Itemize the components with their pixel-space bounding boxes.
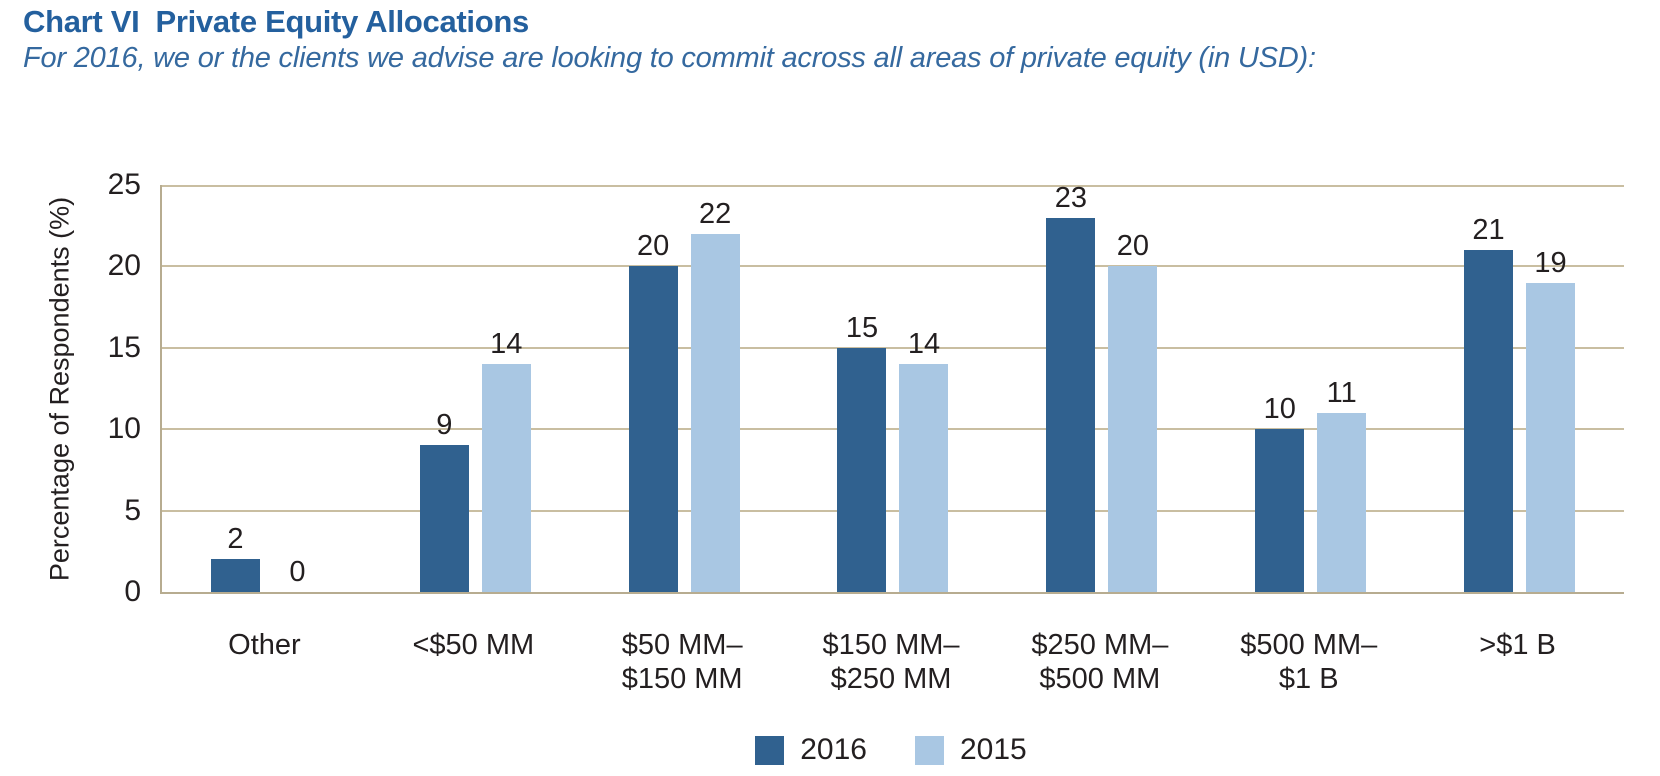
bar-value-label-2015: 14 <box>907 328 941 361</box>
bar-2016 <box>1255 429 1305 592</box>
x-axis-label-3: $50 MM– $150 MM <box>578 628 787 696</box>
bar-column-2015: 0 <box>273 557 322 592</box>
gridline-25 <box>162 185 1624 187</box>
bar-column-2015: 14 <box>481 328 531 592</box>
x-axis-label-7: >$1 B <box>1413 628 1622 696</box>
x-axis-label-line: $500 MM <box>1039 663 1161 695</box>
bar-value-label-2015: 14 <box>490 328 523 361</box>
y-tick-label-20: 20 <box>107 249 141 283</box>
x-axis-label-line: >$1 B <box>1479 629 1556 661</box>
y-tick-label-5: 5 <box>124 493 141 527</box>
y-tick-labels: 0 5 10 15 20 25 <box>0 170 141 607</box>
x-axis-label-1: Other <box>160 628 369 696</box>
bar-column-2016: 23 <box>1046 181 1096 592</box>
x-axis-label-line: <$50 MM <box>412 629 535 661</box>
bar-value-label-2016: 10 <box>1263 393 1296 426</box>
x-axis-label-line: $250 MM <box>830 663 952 695</box>
bar-2016 <box>628 266 678 592</box>
gridline-5 <box>162 509 1624 512</box>
bar-column-2015: 11 <box>1317 376 1367 592</box>
y-tick-label-25: 25 <box>107 168 141 201</box>
bar-2016 <box>1046 217 1096 592</box>
bar-value-label-2015: 19 <box>1534 246 1567 279</box>
bar-column-2016: 2 <box>210 523 260 592</box>
bar-2016 <box>837 347 887 592</box>
x-axis-label-6: $500 MM– $1 B <box>1204 628 1413 696</box>
bar-group-2: 9 14 <box>371 185 580 592</box>
x-axis-label-line: $150 MM– <box>822 629 960 661</box>
bar-column-2016: 9 <box>419 409 469 592</box>
bar-value-label-2016: 2 <box>227 523 244 556</box>
legend: 2016 2015 <box>160 733 1622 767</box>
bar-value-label-2016: 21 <box>1472 214 1505 247</box>
x-axis-label-line: $50 MM– <box>621 629 743 661</box>
legend-swatch-2016 <box>755 735 785 765</box>
bar-column-2016: 20 <box>628 230 678 592</box>
bar-value-label-2016: 15 <box>845 311 879 344</box>
x-axis-label-line: $500 MM– <box>1240 629 1378 661</box>
bar-2016 <box>210 559 260 592</box>
x-axis-labels: Other <$50 MM $50 MM– $150 MM $150 MM– $250 M… <box>160 628 1622 696</box>
chart-title: Private Equity Allocations <box>155 4 529 39</box>
y-tick-label-15: 15 <box>107 330 141 364</box>
x-axis-label-line: Other <box>228 629 301 661</box>
bar-group-3: 20 22 <box>580 185 789 592</box>
bar-group-4: 15 14 <box>789 185 998 592</box>
x-axis-label-line: $150 MM <box>621 663 743 695</box>
bar-2015 <box>1526 282 1576 592</box>
bar-column-2015: 14 <box>899 328 949 592</box>
x-axis-label-5: $250 MM– $500 MM <box>995 628 1204 696</box>
gridline-10 <box>162 428 1624 431</box>
bar-2015 <box>690 233 740 592</box>
legend-item-2015: 2015 <box>915 733 1027 767</box>
bar-column-2015: 22 <box>690 197 740 592</box>
legend-swatch-2015 <box>915 735 944 765</box>
bar-value-label-2015: 20 <box>1116 230 1149 263</box>
bar-column-2016: 21 <box>1464 214 1514 592</box>
bar-value-label-2015: 22 <box>698 197 732 230</box>
bar-column-2015: 20 <box>1108 230 1158 592</box>
bar-2015 <box>1317 412 1367 592</box>
bar-value-label-2016: 9 <box>436 409 453 442</box>
legend-label-2015: 2015 <box>960 733 1027 766</box>
bar-value-label-2016: 20 <box>636 230 670 263</box>
y-tick-label-0: 0 <box>124 575 141 608</box>
bar-value-label-2015: 0 <box>289 556 306 588</box>
bar-column-2015: 19 <box>1526 246 1576 592</box>
bar-group-7: 21 19 <box>1415 185 1624 592</box>
chart-heading: Chart VI Private Equity Allocations <box>23 4 529 40</box>
bar-2015 <box>899 364 949 592</box>
bar-group-6: 10 11 <box>1206 185 1415 592</box>
x-axis-label-2: <$50 MM <box>369 628 578 696</box>
legend-item-2016: 2016 <box>755 733 867 767</box>
bar-group-5: 23 20 <box>997 181 1206 592</box>
bar-column-2016: 10 <box>1255 393 1305 592</box>
legend-label-2016: 2016 <box>800 733 867 766</box>
x-axis-label-line: $250 MM– <box>1031 629 1169 661</box>
chart-subtitle: For 2016, we or the clients we advise ar… <box>23 42 1316 74</box>
x-axis-label-line: $1 B <box>1278 663 1339 695</box>
gridline-15 <box>162 346 1624 349</box>
bar-2016 <box>1464 250 1514 592</box>
plot-area: 2 0 9 14 20 22 15 14 23 20 10 11 21 19 <box>160 181 1624 594</box>
bar-value-label-2016: 23 <box>1054 181 1087 214</box>
bar-column-2016: 15 <box>837 311 887 592</box>
bar-2016 <box>419 445 469 592</box>
y-tick-label-10: 10 <box>107 412 141 446</box>
bar-2015 <box>1108 266 1158 592</box>
chart-number-label: Chart VI <box>23 4 140 39</box>
bar-2015 <box>481 364 531 592</box>
gridline-20 <box>162 265 1624 268</box>
bar-value-label-2015: 11 <box>1326 376 1357 409</box>
x-axis-label-4: $150 MM– $250 MM <box>787 628 996 696</box>
